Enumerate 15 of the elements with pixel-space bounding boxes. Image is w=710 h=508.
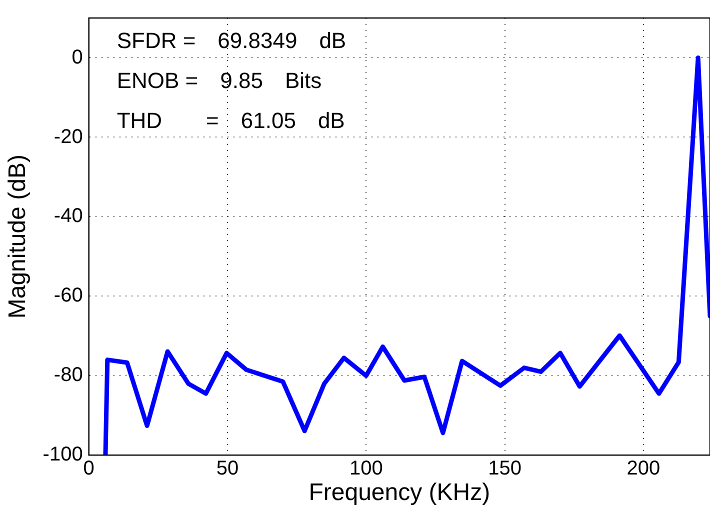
x-tick-label: 50: [216, 458, 239, 480]
annotation: ENOB = 9.85 Bits: [116, 68, 322, 94]
x-axis-title: Frequency (KHz): [308, 479, 490, 506]
y-tick-label: -80: [54, 364, 83, 386]
x-tick-label: 200: [626, 458, 660, 480]
y-tick-label: -100: [42, 444, 83, 466]
annotation: THD = 61.05 dB: [116, 108, 345, 134]
y-axis-title: Magnitude (dB): [4, 154, 32, 319]
y-tick-label: 0: [72, 46, 83, 68]
y-tick-label: -60: [54, 284, 83, 307]
annotation: SFDR = 69.8349 dB: [116, 28, 346, 54]
x-tick-label: 100: [349, 458, 383, 480]
x-tick-label: 150: [488, 458, 522, 480]
y-tick-label: -40: [54, 205, 83, 228]
y-tick-label: -20: [54, 126, 83, 148]
